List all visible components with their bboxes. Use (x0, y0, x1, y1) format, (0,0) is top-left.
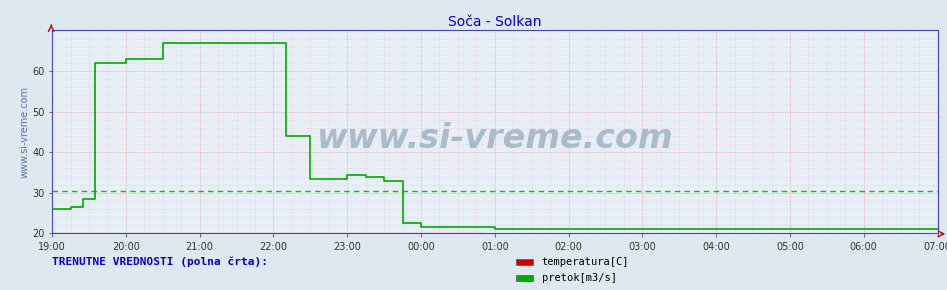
Text: TRENUTNE VREDNOSTI (polna črta):: TRENUTNE VREDNOSTI (polna črta): (52, 257, 268, 267)
Text: pretok[m3/s]: pretok[m3/s] (542, 273, 616, 283)
Text: temperatura[C]: temperatura[C] (542, 257, 629, 267)
Text: www.si-vreme.com: www.si-vreme.com (316, 122, 673, 155)
Y-axis label: www.si-vreme.com: www.si-vreme.com (19, 86, 29, 178)
Title: Soča - Solkan: Soča - Solkan (448, 15, 542, 29)
